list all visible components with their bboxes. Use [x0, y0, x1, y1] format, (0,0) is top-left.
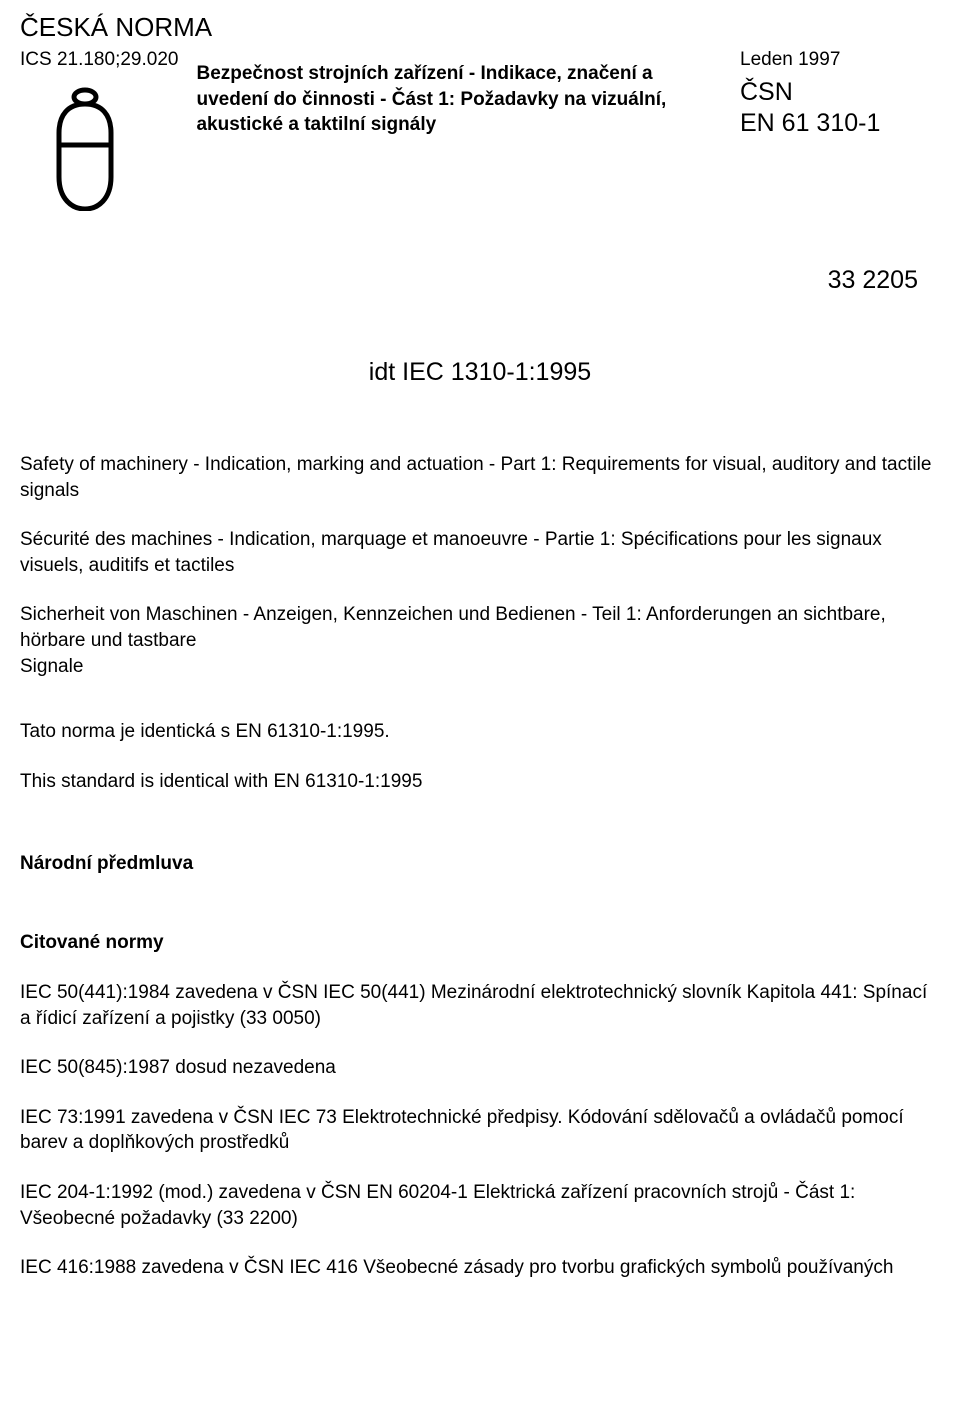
csn-label: ČSN: [740, 77, 940, 108]
identity-en: This standard is identical with EN 61310…: [20, 769, 940, 795]
body-content: Safety of machinery - Indication, markin…: [20, 452, 940, 1281]
classification-number: 33 2205: [20, 264, 918, 298]
title-translation-en: Safety of machinery - Indication, markin…: [20, 452, 940, 503]
ics-code: ICS 21.180;29.020: [20, 47, 178, 73]
section-citovane: Citované normy: [20, 930, 940, 956]
ref-2: IEC 50(845):1987 dosud nezavedena: [20, 1055, 940, 1081]
header-left: ICS 21.180;29.020: [20, 47, 178, 218]
title-translation-de-1: Sicherheit von Maschinen - Anzeigen, Ken…: [20, 602, 940, 653]
idt-reference: idt IEC 1310-1:1995: [20, 356, 940, 390]
en-number: EN 61 310-1: [740, 108, 940, 139]
logo-icon: [48, 81, 123, 219]
doc-date: Leden 1997: [740, 47, 940, 73]
header-row: ICS 21.180;29.020 Bezpečnost strojních z…: [20, 47, 940, 218]
header-mid: Bezpečnost strojních zařízení - Indikace…: [196, 47, 722, 138]
ref-3: IEC 73:1991 zavedena v ČSN IEC 73 Elektr…: [20, 1105, 940, 1156]
ref-5: IEC 416:1988 zavedena v ČSN IEC 416 Všeo…: [20, 1255, 940, 1281]
identity-cs: Tato norma je identická s EN 61310-1:199…: [20, 719, 940, 745]
title-translation-fr: Sécurité des machines - Indication, marq…: [20, 527, 940, 578]
doc-title: ČESKÁ NORMA: [20, 10, 940, 45]
doc-subtitle: Bezpečnost strojních zařízení - Indikace…: [196, 61, 666, 138]
ref-4: IEC 204-1:1992 (mod.) zavedena v ČSN EN …: [20, 1180, 940, 1231]
section-predmluva: Národní předmluva: [20, 851, 940, 877]
header-right: Leden 1997 ČSN EN 61 310-1: [740, 47, 940, 139]
ref-1: IEC 50(441):1984 zavedena v ČSN IEC 50(4…: [20, 980, 940, 1031]
title-translation-de-2: Signale: [20, 654, 940, 680]
